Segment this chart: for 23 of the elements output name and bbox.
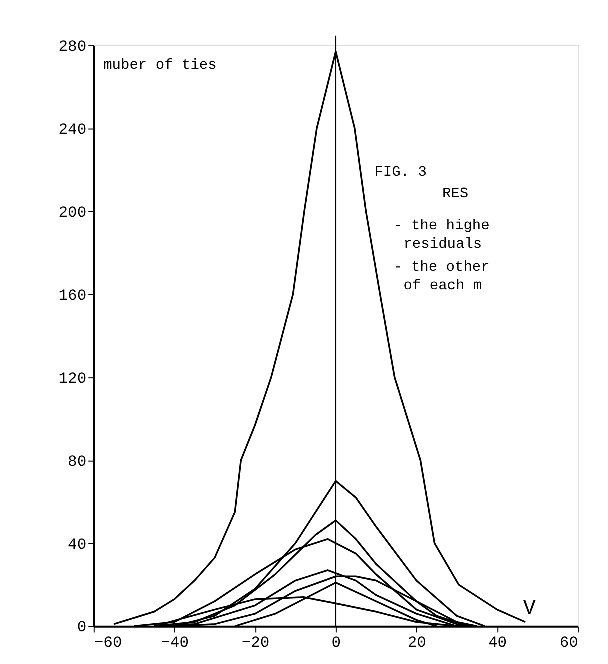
x-tick-label: 20 <box>408 634 426 652</box>
annotation: RES <box>442 186 469 203</box>
y-tick-label: 200 <box>58 204 87 222</box>
y-tick-label: 120 <box>58 370 87 388</box>
annotation: - the highe <box>394 218 490 234</box>
y-tick-label: 80 <box>68 452 87 471</box>
x-tick-label: −60 <box>94 634 122 652</box>
y-axis-title: muber of ties <box>104 58 217 74</box>
x-tick-label: 40 <box>488 634 508 652</box>
annotation: residuals <box>404 236 482 253</box>
annotation: of each m <box>404 278 482 294</box>
x-tick-label: −20 <box>242 634 270 652</box>
annotation: - the other <box>394 260 490 276</box>
y-tick-label: 40 <box>68 536 87 554</box>
x-tick-label: 60 <box>560 634 578 652</box>
y-tick-label: 0 <box>77 618 87 637</box>
y-tick-label: 240 <box>58 120 87 139</box>
x-axis-title: V <box>523 596 536 621</box>
y-tick-label: 280 <box>58 38 87 56</box>
y-tick-label: 160 <box>58 286 87 305</box>
x-tick-label: 0 <box>332 634 342 652</box>
annotation: FIG. 3 <box>374 165 427 182</box>
x-tick-label: −40 <box>161 634 190 652</box>
